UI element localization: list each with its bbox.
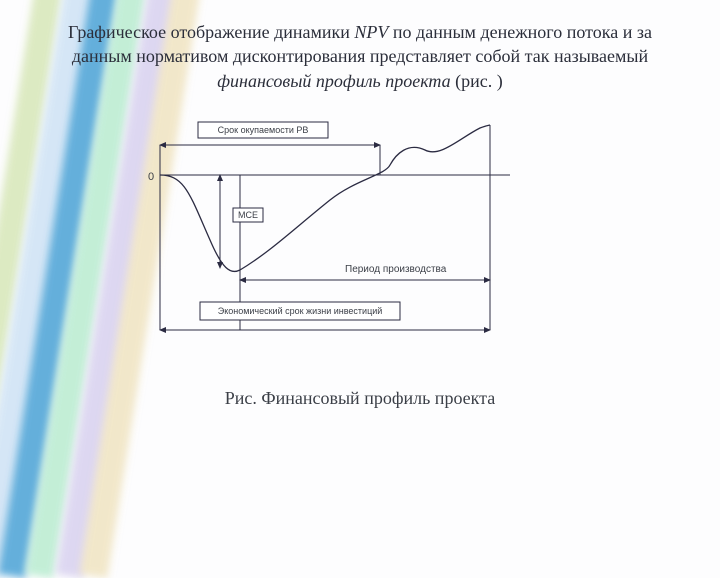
svg-text:Срок окупаемости РВ: Срок окупаемости РВ — [218, 125, 309, 135]
page-title: Графическое отображение динамики NPV по … — [14, 20, 706, 93]
figure-caption: Рис. Финансовый профиль проекта — [0, 388, 720, 409]
svg-text:MCE: MCE — [238, 210, 258, 220]
profile-term: финансовый профиль проекта — [217, 71, 450, 91]
npv-term: NPV — [354, 22, 388, 42]
title-dropcap: Г — [68, 22, 77, 42]
financial-profile-chart: Срок окупаемости РВ MCE Экономический срок… — [130, 120, 560, 340]
svg-text:0: 0 — [148, 171, 154, 183]
svg-text:Экономический срок жизни инвес: Экономический срок жизни инвестиций — [218, 306, 383, 316]
svg-text:Период производства: Период производства — [345, 264, 447, 275]
